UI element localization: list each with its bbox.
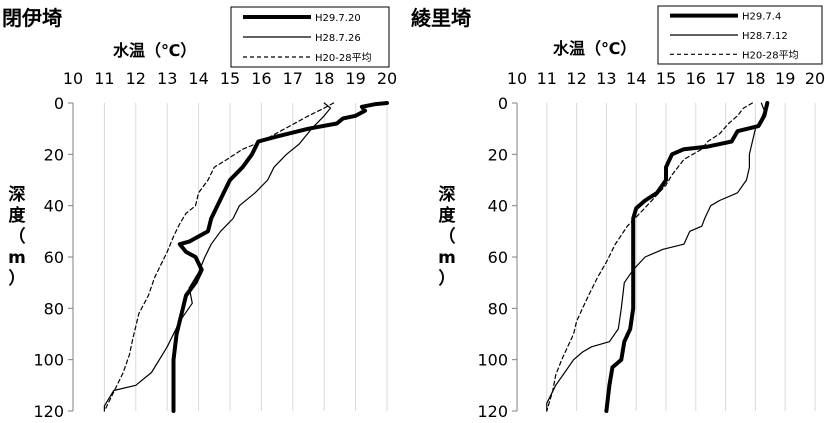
legend: H29.7.4 H28.7.12 H20-28平均: [657, 5, 823, 65]
x-tick-label: 14: [626, 69, 646, 88]
series-line-1: [171, 101, 389, 413]
y-axis-title: 深度（ m）: [438, 184, 456, 289]
y-tick-label: 60: [488, 248, 508, 267]
series-line-3: [546, 102, 753, 412]
y-tick-label: 60: [44, 248, 64, 267]
x-tick-label: 19: [345, 69, 365, 88]
chart-title: 綾里埼: [411, 6, 471, 30]
y-tick-label: 20: [488, 145, 508, 164]
x-tick-label: 16: [251, 69, 271, 88]
x-tick-label: 17: [715, 69, 735, 88]
y-tick-label: 0: [54, 94, 64, 113]
legend-label: H28.7.26: [315, 33, 361, 44]
x-tick-label: 11: [94, 69, 114, 88]
x-tick-label: 20: [377, 69, 397, 88]
y-tick-label: 80: [488, 299, 508, 318]
y-tick-label: 80: [44, 299, 64, 318]
x-tick-label: 20: [805, 69, 825, 88]
y-tick-label: 120: [33, 402, 64, 421]
y-axis-title: 深度（ m）: [8, 184, 26, 289]
series-line-3: [103, 102, 335, 412]
x-tick-label: 11: [537, 69, 557, 88]
x-tick-label: 14: [188, 69, 208, 88]
legend-label: H28.7.12: [742, 31, 788, 42]
legend: H29.7.20 H28.7.26 H20-28平均: [230, 6, 390, 68]
legend-label: H20-28平均: [742, 49, 799, 61]
y-tick-label: 100: [477, 351, 508, 370]
series-line-1: [604, 101, 770, 413]
x-tick-label: 12: [566, 69, 586, 88]
legend-label: H20-28平均: [315, 52, 372, 64]
x-tick-label: 19: [775, 69, 795, 88]
legend-label: H29.7.4: [742, 12, 781, 23]
y-tick-label: 40: [44, 197, 64, 216]
x-axis-title: 水温（℃）: [113, 41, 196, 60]
x-tick-label: 13: [596, 69, 616, 88]
x-tick-label: 15: [220, 69, 240, 88]
y-tick-label: 0: [498, 94, 508, 113]
x-axis-title: 水温（℃）: [553, 39, 636, 58]
y-tick-label: 100: [33, 351, 64, 370]
x-tick-label: 15: [656, 69, 676, 88]
series-line-2: [546, 102, 765, 412]
x-tick-label: 12: [126, 69, 146, 88]
x-tick-label: 18: [314, 69, 334, 88]
x-tick-label: 16: [686, 69, 706, 88]
x-tick-label: 10: [63, 69, 83, 88]
y-tick-label: 120: [477, 402, 508, 421]
y-tick-label: 40: [488, 197, 508, 216]
x-tick-label: 13: [157, 69, 177, 88]
chart-title: 閉伊埼: [2, 6, 62, 30]
y-tick-label: 20: [44, 145, 64, 164]
legend-label: H29.7.20: [315, 13, 361, 24]
x-tick-label: 17: [283, 69, 303, 88]
x-tick-label: 10: [507, 69, 527, 88]
series-line-2: [103, 102, 332, 412]
x-tick-label: 18: [745, 69, 765, 88]
